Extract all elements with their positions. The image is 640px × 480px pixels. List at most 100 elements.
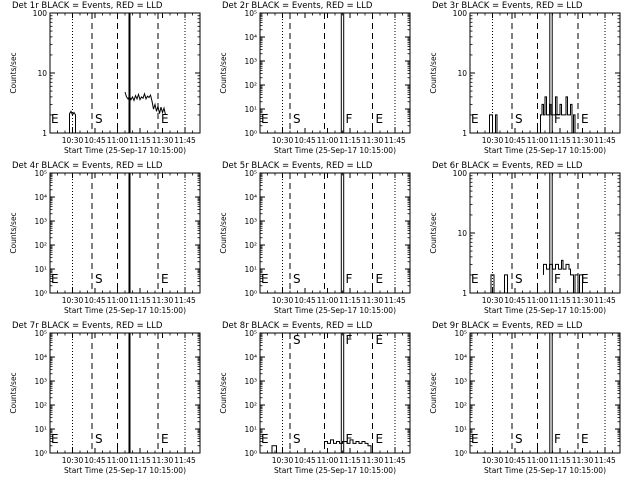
y-tick-label: 10⁰ bbox=[454, 449, 467, 458]
x-tick-label: 10:30 bbox=[62, 296, 84, 305]
x-tick-label: 11:45 bbox=[174, 296, 196, 305]
x-axis-label: Start Time (25-Sep-17 10:15:00) bbox=[274, 306, 396, 315]
x-tick-label: 11:30 bbox=[362, 296, 384, 305]
x-tick-label: 11:30 bbox=[152, 456, 174, 465]
x-tick-label: 11:00 bbox=[317, 136, 339, 145]
x-tick-label: 11:15 bbox=[339, 296, 361, 305]
corner-label: E bbox=[261, 432, 269, 446]
x-tick-label: 11:45 bbox=[594, 296, 616, 305]
y-tick-label: 100 bbox=[33, 9, 48, 18]
chart-title: Det 7r BLACK = Events, RED = LLD bbox=[12, 321, 163, 331]
y-axis-label: Counts/sec bbox=[429, 212, 438, 253]
chart-panel-5: Det 5r BLACK = Events, RED = LLD Counts/s… bbox=[219, 161, 411, 315]
event-series-line bbox=[504, 274, 508, 293]
y-tick-label: 10 bbox=[457, 69, 467, 78]
chart-title: Det 8r BLACK = Events, RED = LLD bbox=[222, 321, 373, 331]
time-marker-label: E bbox=[376, 432, 384, 446]
y-tick-label: 10³ bbox=[34, 217, 47, 226]
time-marker-label: E bbox=[161, 112, 169, 126]
x-tick-label: 11:00 bbox=[527, 296, 549, 305]
x-tick-label: 10:45 bbox=[294, 456, 316, 465]
time-marker-label: E bbox=[376, 112, 384, 126]
time-marker-label: S bbox=[95, 432, 103, 446]
y-tick-label: 100 bbox=[453, 9, 468, 18]
x-tick-label: 11:15 bbox=[129, 296, 151, 305]
time-marker-label: S bbox=[515, 432, 523, 446]
chart-title: Det 5r BLACK = Events, RED = LLD bbox=[222, 161, 373, 171]
x-tick-label: 11:15 bbox=[129, 456, 151, 465]
x-tick-label: 11:15 bbox=[129, 136, 151, 145]
x-axis-label: Start Time (25-Sep-17 10:15:00) bbox=[484, 146, 606, 155]
event-series-line bbox=[489, 114, 498, 134]
event-series-line bbox=[324, 439, 374, 454]
y-axis-label: Counts/sec bbox=[9, 52, 18, 93]
event-series-line bbox=[540, 96, 576, 134]
x-tick-label: 10:45 bbox=[504, 136, 526, 145]
time-marker-label: E bbox=[161, 272, 169, 286]
chart-panel-9: Det 9r BLACK = Events, RED = LLD Counts/s… bbox=[429, 321, 621, 475]
x-tick-label: 10:30 bbox=[482, 136, 504, 145]
x-tick-label: 11:30 bbox=[362, 136, 384, 145]
x-tick-label: 11:45 bbox=[384, 296, 406, 305]
x-tick-label: 11:30 bbox=[362, 456, 384, 465]
y-tick-label: 10¹ bbox=[34, 265, 47, 274]
corner-label: E bbox=[51, 432, 59, 446]
event-series-line bbox=[490, 274, 495, 293]
x-tick-label: 10:30 bbox=[482, 456, 504, 465]
y-tick-label: 10¹ bbox=[244, 265, 257, 274]
y-tick-label: 10³ bbox=[244, 377, 257, 386]
x-tick-label: 11:00 bbox=[107, 456, 129, 465]
y-tick-label: 1 bbox=[462, 289, 467, 298]
y-tick-label: 10¹ bbox=[34, 425, 47, 434]
x-tick-label: 10:30 bbox=[62, 136, 84, 145]
chart-panel-8: Det 8r BLACK = Events, RED = LLD Counts/s… bbox=[219, 321, 411, 475]
y-tick-label: 10² bbox=[34, 401, 47, 410]
time-marker-label: S bbox=[95, 112, 103, 126]
y-tick-label: 10² bbox=[454, 401, 467, 410]
x-tick-label: 11:00 bbox=[527, 136, 549, 145]
time-marker-label: S bbox=[293, 432, 301, 446]
x-tick-label: 11:45 bbox=[594, 136, 616, 145]
time-marker-label: S bbox=[293, 272, 301, 286]
time-marker-label: E bbox=[581, 432, 589, 446]
y-tick-label: 10⁵ bbox=[244, 169, 257, 178]
x-axis-label: Start Time (25-Sep-17 10:15:00) bbox=[64, 466, 186, 475]
y-tick-label: 10³ bbox=[244, 217, 257, 226]
x-axis-label: Start Time (25-Sep-17 10:15:00) bbox=[64, 146, 186, 155]
chart-panel-3: Det 3r BLACK = Events, RED = LLD Counts/s… bbox=[429, 1, 621, 155]
x-axis-label: Start Time (25-Sep-17 10:15:00) bbox=[484, 466, 606, 475]
event-series-line bbox=[271, 445, 277, 453]
x-tick-label: 10:30 bbox=[62, 456, 84, 465]
time-marker-label: E bbox=[161, 432, 169, 446]
chart-panel-2: Det 2r BLACK = Events, RED = LLD Counts/s… bbox=[219, 1, 411, 155]
time-marker-label: E bbox=[581, 112, 589, 126]
y-tick-label: 10⁰ bbox=[244, 289, 257, 298]
y-axis-label: Counts/sec bbox=[219, 212, 228, 253]
y-tick-label: 10 bbox=[37, 69, 47, 78]
y-axis-label: Counts/sec bbox=[219, 52, 228, 93]
corner-label: E bbox=[471, 272, 479, 286]
x-tick-label: 10:45 bbox=[504, 456, 526, 465]
y-tick-label: 10⁴ bbox=[34, 353, 47, 362]
x-tick-label: 11:30 bbox=[572, 136, 594, 145]
x-tick-label: 10:45 bbox=[294, 296, 316, 305]
time-marker-label: F bbox=[346, 432, 353, 446]
x-tick-label: 10:30 bbox=[482, 296, 504, 305]
x-tick-label: 11:30 bbox=[152, 136, 174, 145]
x-tick-label: 10:45 bbox=[294, 136, 316, 145]
y-axis-label: Counts/sec bbox=[429, 372, 438, 413]
corner-label: F bbox=[346, 333, 353, 347]
y-tick-label: 10⁴ bbox=[454, 353, 467, 362]
x-axis-label: Start Time (25-Sep-17 10:15:00) bbox=[274, 146, 396, 155]
time-marker-label: E bbox=[376, 272, 384, 286]
x-tick-label: 11:45 bbox=[594, 456, 616, 465]
y-tick-label: 10⁴ bbox=[244, 353, 257, 362]
y-tick-label: 10⁵ bbox=[34, 329, 47, 338]
y-tick-label: 10² bbox=[244, 241, 257, 250]
x-tick-label: 10:30 bbox=[272, 136, 294, 145]
y-tick-label: 10³ bbox=[34, 377, 47, 386]
time-marker-label: S bbox=[515, 112, 523, 126]
y-tick-label: 10⁴ bbox=[244, 33, 257, 42]
chart-panel-7: Det 7r BLACK = Events, RED = LLD Counts/s… bbox=[9, 321, 201, 475]
